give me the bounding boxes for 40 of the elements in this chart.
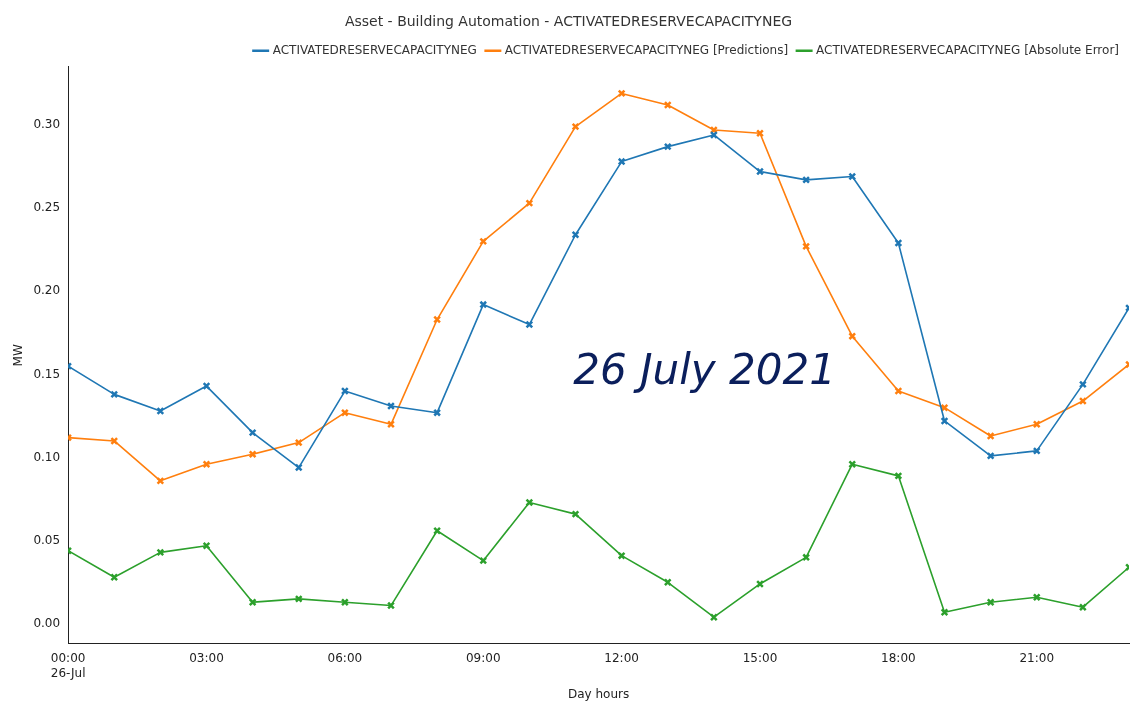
x-tick-label: 15:00 <box>742 651 778 666</box>
point <box>940 608 949 617</box>
x-tick-label: 00:00 26-Jul <box>50 651 86 680</box>
point <box>986 431 995 441</box>
y-tick-label: 0.20 <box>33 283 61 298</box>
x-tick-label: 12:00 <box>604 651 639 666</box>
point <box>755 167 765 176</box>
legend-label: ACTIVATEDRESERVECAPACITYNEG [Predictions] <box>504 42 789 57</box>
y-axis-title: MW <box>11 344 26 367</box>
point <box>986 451 995 460</box>
annotation: 26 July 2021 <box>573 344 836 394</box>
x-tick-label: 21:00 <box>1019 651 1055 666</box>
x-tick-label: 06:00 <box>327 651 363 666</box>
point <box>571 510 580 519</box>
point <box>202 381 211 391</box>
x-tick-label: 03:00 <box>189 651 224 666</box>
legend-label: ACTIVATEDRESERVECAPACITYNEG [Absolute Error] <box>816 42 1119 57</box>
x-axis-title: Day hours <box>567 686 630 701</box>
point <box>755 129 765 138</box>
point <box>433 315 442 324</box>
point <box>202 460 211 469</box>
y-tick-label: 0.25 <box>33 200 61 215</box>
legend-label: ACTIVATEDRESERVECAPACITYNEG <box>272 42 477 57</box>
chart-title: Asset - Building Automation - ACTIVATEDRESERVECAPACITYNEG <box>344 13 793 30</box>
y-tick-label: 0.15 <box>33 366 61 381</box>
point <box>894 386 903 396</box>
point <box>386 601 396 610</box>
point <box>940 416 949 426</box>
x-tick-label: 09:00 <box>465 651 501 666</box>
point <box>894 238 903 248</box>
point <box>802 242 811 251</box>
point <box>156 406 165 416</box>
point <box>1078 380 1087 389</box>
point <box>386 420 396 429</box>
y-tick-label: 0.10 <box>33 449 61 464</box>
x-tick-label: 18:00 <box>881 651 916 666</box>
y-tick-label: 0.05 <box>33 532 61 547</box>
y-tick-label: 0.00 <box>33 615 61 630</box>
y-tick-label: 0.30 <box>33 117 61 132</box>
point <box>571 230 580 239</box>
